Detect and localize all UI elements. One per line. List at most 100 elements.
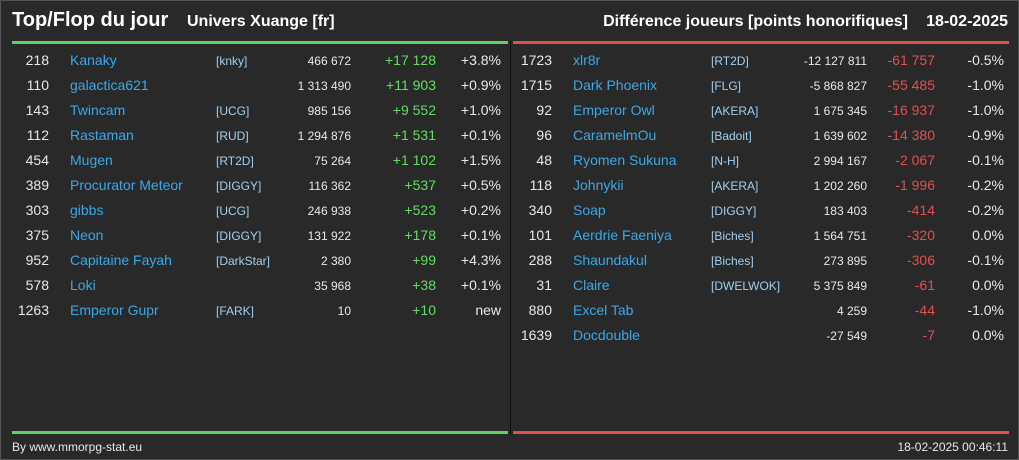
points-difference: -7 [922,327,935,343]
player-name-link[interactable]: Rastaman [70,127,134,143]
alliance-tag-link[interactable]: [knky] [216,54,248,68]
player-name-link[interactable]: Twincam [70,102,126,118]
alliance-tag-link[interactable]: [FARK] [216,304,255,318]
top-row: 218 Kanaky [knky] 466 672 +17 128 +3.8% [1,49,510,74]
points-difference: -61 757 [887,52,935,68]
points-difference: +1 102 [392,152,436,168]
alliance-tag-link[interactable]: [DarkStar] [216,254,271,268]
player-name-link[interactable]: Dark Phoenix [573,77,658,93]
alliance-tag-link[interactable]: [UCG] [216,104,250,118]
footer-credit: By www.mmorpg-stat.eu [12,440,143,454]
player-rank: 303 [25,202,49,218]
points-difference: +178 [404,227,436,243]
player-name-link[interactable]: galactica621 [70,77,149,93]
player-points: 35 968 [314,279,351,293]
alliance-tag-link[interactable]: [AKERA] [711,179,759,193]
percent-change: new [475,302,501,318]
player-rank: 389 [25,177,49,193]
player-name-link[interactable]: Emperor Owl [573,102,655,118]
player-name-link[interactable]: Procurator Meteor [70,177,183,193]
flop-accent-bar [513,41,1009,44]
alliance-tag-link[interactable]: [DWELWOK] [711,279,781,293]
top-row: 375 Neon [DIGGY] 131 922 +178 +0.1% [1,224,510,249]
player-rank: 110 [26,77,49,93]
top-row: 454 Mugen [RT2D] 75 264 +1 102 +1.5% [1,149,510,174]
player-points: 246 938 [307,204,351,218]
top-row: 389 Procurator Meteor [DIGGY] 116 362 +537 +0… [1,174,510,199]
player-rank: 1639 [520,327,552,343]
player-name-link[interactable]: Aerdrie Faeniya [573,227,672,243]
player-name-link[interactable]: Capitaine Fayah [70,252,172,268]
points-difference: -44 [914,302,935,318]
alliance-tag-link[interactable]: [RT2D] [711,54,749,68]
player-rank: 118 [529,177,552,193]
flop-row: 340 Soap [DIGGY] 183 403 -414 -0.2% [511,199,1019,224]
player-name-link[interactable]: CaramelmOu [573,127,657,143]
alliance-tag-link[interactable]: [DIGGY] [216,229,262,243]
player-points: 1 639 602 [813,129,867,143]
alliance-tag-link[interactable]: [RUD] [216,129,249,143]
player-name-link[interactable]: xlr8r [573,52,601,68]
alliance-tag-link[interactable]: [Badoit] [711,129,752,143]
player-points: 1 564 751 [813,229,867,243]
player-rank: 288 [528,252,552,268]
points-difference: -320 [906,227,935,243]
points-difference: -306 [906,252,935,268]
player-rank: 1715 [520,77,552,93]
alliance-tag-link[interactable]: [UCG] [216,204,250,218]
percent-change: +1.5% [460,152,501,168]
player-points: 10 [337,304,351,318]
percent-change: 0.0% [972,227,1004,243]
player-name-link[interactable]: Shaundakul [573,252,647,268]
top-row: 143 Twincam [UCG] 985 156 +9 552 +1.0% [1,99,510,124]
alliance-tag-link[interactable]: [N-H] [711,154,739,168]
player-rank: 1723 [520,52,552,68]
player-name-link[interactable]: Kanaky [70,52,117,68]
player-points: 4 259 [836,304,867,318]
player-name-link[interactable]: Mugen [70,152,113,168]
alliance-tag-link[interactable]: [RT2D] [216,154,254,168]
points-difference: +11 903 [386,77,436,93]
player-name-link[interactable]: Neon [70,227,104,243]
flop-row: 880 Excel Tab 4 259 -44 -1.0% [511,299,1019,324]
player-name-link[interactable]: Johnykii [573,177,624,193]
player-rank: 880 [528,302,552,318]
alliance-tag-link[interactable]: [DIGGY] [711,204,757,218]
player-name-link[interactable]: Excel Tab [573,302,634,318]
alliance-tag-link[interactable]: [Biches] [711,229,754,243]
player-rank: 218 [25,52,49,68]
date-label: 18-02-2025 [926,13,1008,30]
alliance-tag-link[interactable]: [FLG] [711,79,742,93]
top-row: 578 Loki 35 968 +38 +0.1% [1,274,510,299]
points-difference: +9 552 [392,102,436,118]
top-accent-bar [12,41,508,44]
player-rank: 454 [25,152,49,168]
player-name-link[interactable]: Soap [573,202,606,218]
percent-change: -0.1% [967,152,1004,168]
top-row: 1263 Emperor Gupr [FARK] 10 +10 new [1,299,510,324]
percent-change: +0.5% [460,177,501,193]
alliance-tag-link[interactable]: [AKERA] [711,104,759,118]
player-name-link[interactable]: Docdouble [573,327,640,343]
player-points: 116 362 [308,179,352,193]
player-points: 273 895 [823,254,867,268]
player-name-link[interactable]: gibbs [70,202,104,218]
alliance-tag-link[interactable]: [Biches] [711,254,754,268]
percent-change: +3.8% [460,52,501,68]
player-points: 2 994 167 [813,154,867,168]
header: Top/Flop du jour Univers Xuange [fr] Dif… [1,1,1019,41]
player-name-link[interactable]: Claire [573,277,610,293]
alliance-tag-link[interactable]: [DIGGY] [216,179,262,193]
percent-change: +0.1% [460,277,501,293]
player-name-link[interactable]: Loki [70,277,96,293]
top-list: 218 Kanaky [knky] 466 672 +17 128 +3.8% 110 gal… [1,49,510,324]
top-bottom-bar [12,431,508,434]
flop-row: 118 Johnykii [AKERA] 1 202 260 -1 996 -0.2% [511,174,1019,199]
percent-change: -1.0% [967,102,1004,118]
player-name-link[interactable]: Ryomen Sukuna [573,152,677,168]
player-name-link[interactable]: Emperor Gupr [70,302,159,318]
flop-row: 1715 Dark Phoenix [FLG] -5 868 827 -55 485 -1… [511,74,1019,99]
page-title: Top/Flop du jour [12,9,169,31]
player-points: -27 549 [826,329,867,343]
points-difference: +17 128 [385,52,436,68]
